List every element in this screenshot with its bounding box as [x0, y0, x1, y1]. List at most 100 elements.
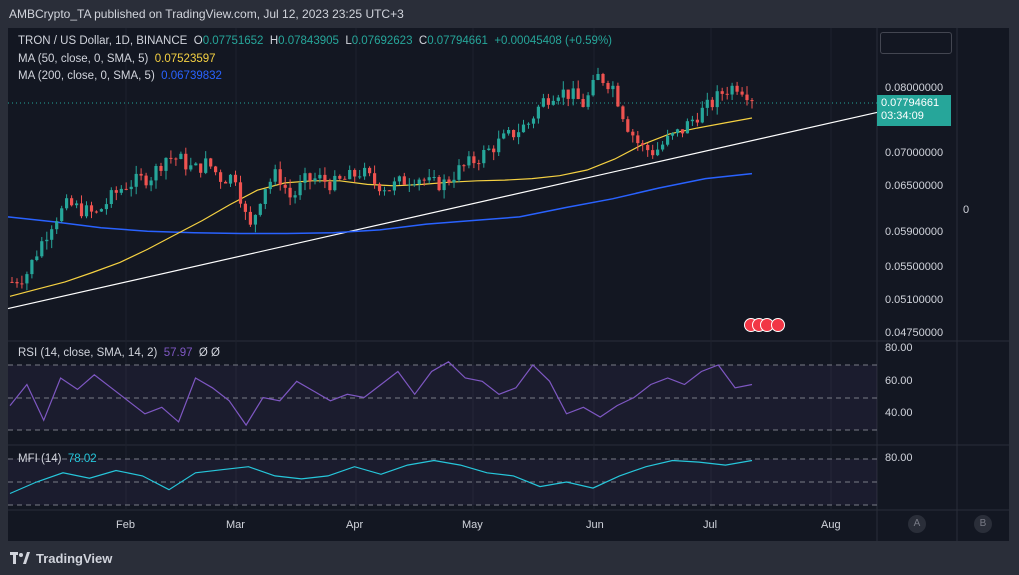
candle-body	[651, 150, 655, 156]
symbol-legend[interactable]: TRON / US Dollar, 1D, BINANCE O0.0775165…	[18, 35, 612, 47]
candle-body	[209, 158, 213, 167]
rsi-axis-label: 40.00	[885, 407, 913, 419]
candle-body	[596, 74, 600, 80]
candle-body	[169, 157, 173, 159]
candle-body	[363, 167, 367, 177]
candle-body	[144, 175, 148, 186]
candle-body	[328, 181, 332, 191]
rsi-legend[interactable]: RSI (14, close, SMA, 14, 2) 57.97 Ø Ø	[18, 347, 220, 359]
candle-body	[646, 145, 650, 151]
candle-body	[348, 170, 352, 180]
candle-body	[238, 182, 243, 204]
tradingview-logo[interactable]: TradingView	[10, 550, 112, 566]
change-value: +0.00045408 (+0.59%)	[494, 35, 612, 47]
ma50-legend[interactable]: MA (50, close, 0, SMA, 5) 0.07523597	[18, 53, 216, 65]
candle-body	[472, 156, 476, 164]
ma50-label: MA (50, close, 0, SMA, 5)	[18, 53, 149, 65]
candle-body	[228, 174, 233, 184]
candle-body	[611, 85, 615, 90]
candle-body	[308, 173, 312, 181]
ma200-label: MA (200, close, 0, SMA, 5)	[18, 70, 155, 82]
candle-body	[705, 99, 709, 108]
candle-body	[268, 181, 272, 190]
candle-body	[65, 198, 69, 209]
candle-body	[154, 166, 158, 181]
candle-body	[194, 163, 198, 166]
candle-body	[134, 173, 138, 187]
rsi-axis-label: 60.00	[885, 375, 913, 387]
candle-body	[377, 183, 382, 192]
scale-box[interactable]	[880, 32, 952, 54]
candle-body	[84, 205, 89, 217]
low-value: 0.07692623	[351, 35, 413, 47]
candle-body	[502, 133, 506, 139]
ma200-legend[interactable]: MA (200, close, 0, SMA, 5) 0.06739832	[18, 70, 222, 82]
economic-event-flag-icon[interactable]	[771, 318, 785, 332]
candle-body	[641, 143, 645, 145]
candle-body	[104, 204, 108, 210]
close-value: 0.07794661	[427, 35, 488, 47]
ma50-line	[9, 117, 753, 297]
candle-body	[581, 99, 585, 107]
time-label: Feb	[116, 519, 135, 531]
candle-body	[690, 119, 694, 122]
plot-layer[interactable]	[7, 67, 878, 495]
rsi-extra: Ø Ø	[198, 347, 220, 359]
candle-body	[715, 91, 719, 108]
candle-body	[526, 123, 531, 125]
scale-toggle-button[interactable]: B	[974, 515, 992, 533]
time-label: Jul	[703, 519, 718, 531]
mfi-label: MFI (14)	[18, 453, 62, 465]
price-axis-label: 0.05500000	[885, 261, 944, 273]
bar-countdown: 03:34:09	[881, 110, 924, 122]
candle-body	[462, 165, 466, 167]
candle-body	[507, 130, 511, 134]
price-axis-label: 0.08000000	[885, 82, 944, 94]
tradingview-logo-icon	[10, 552, 30, 564]
auto-scale-button[interactable]: A	[908, 515, 926, 533]
candle-body	[551, 100, 555, 105]
candle-body	[149, 180, 153, 186]
candle-body	[447, 179, 451, 183]
candle-body	[720, 91, 724, 94]
grid-lines	[125, 28, 832, 510]
publisher-header: AMBCrypto_TA published on TradingView.co…	[0, 0, 1019, 28]
candle-body	[392, 181, 396, 191]
chart-panel[interactable]	[8, 28, 1009, 541]
current-price-value: 0.07794661	[881, 97, 940, 109]
candle-body	[368, 167, 372, 174]
footer-bar	[0, 541, 1019, 575]
candle-body	[387, 190, 391, 192]
candle-body	[99, 209, 103, 212]
candle-body	[402, 176, 406, 185]
candle-body	[70, 198, 74, 206]
candle-body	[159, 166, 163, 171]
time-label: Apr	[346, 519, 364, 531]
candle-body	[492, 148, 496, 153]
candle-body	[119, 188, 123, 193]
candle-body	[517, 132, 521, 138]
candle-body	[20, 283, 24, 285]
candle-body	[541, 98, 545, 107]
logo-stem	[13, 552, 16, 564]
logo-dot	[19, 553, 23, 557]
candle-body	[15, 282, 19, 284]
low-label: L	[345, 35, 352, 47]
scale-zero: 0	[963, 204, 970, 216]
candle-body	[382, 190, 387, 192]
candle-body	[467, 156, 471, 166]
candle-body	[343, 178, 347, 180]
candle-body	[89, 205, 94, 212]
mfi-axis-label: 80.00	[885, 452, 913, 464]
candle-body	[656, 149, 660, 156]
mfi-legend[interactable]: MFI (14) 78.02	[18, 453, 97, 465]
candle-body	[621, 106, 625, 120]
candle-body	[521, 124, 526, 133]
candle-body	[556, 97, 560, 101]
time-label: Jun	[586, 519, 604, 531]
candle-body	[248, 211, 252, 225]
candle-body	[323, 174, 327, 182]
candle-body	[114, 190, 118, 193]
ma200-line	[7, 172, 753, 235]
